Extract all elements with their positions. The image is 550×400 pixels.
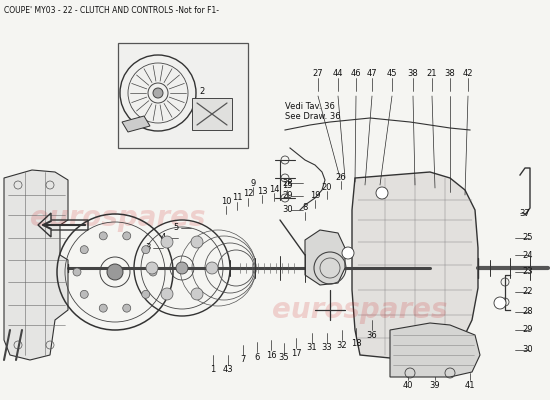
Circle shape: [142, 290, 150, 298]
Circle shape: [161, 288, 173, 300]
Text: 17: 17: [291, 348, 301, 358]
Text: 38: 38: [408, 68, 419, 78]
Text: 23: 23: [522, 268, 533, 276]
Text: 5: 5: [173, 224, 179, 232]
Circle shape: [494, 297, 506, 309]
Text: 4: 4: [161, 234, 166, 242]
Text: 22: 22: [522, 288, 533, 296]
Text: 18: 18: [351, 338, 361, 348]
Text: A: A: [498, 300, 502, 306]
Text: 16: 16: [266, 350, 276, 360]
Text: 2: 2: [199, 88, 205, 96]
Circle shape: [99, 232, 107, 240]
Text: 32: 32: [337, 340, 347, 350]
Circle shape: [99, 304, 107, 312]
Text: 29: 29: [283, 192, 293, 200]
Circle shape: [176, 262, 188, 274]
Circle shape: [142, 246, 150, 254]
Text: 13: 13: [257, 186, 267, 196]
Text: 20: 20: [322, 182, 332, 192]
Text: 47: 47: [367, 68, 377, 78]
Text: 27: 27: [313, 68, 323, 78]
Circle shape: [149, 268, 157, 276]
Text: B: B: [380, 190, 384, 196]
Polygon shape: [352, 172, 478, 358]
Text: 7: 7: [240, 356, 246, 364]
Text: 25: 25: [522, 234, 533, 242]
Text: 21: 21: [427, 68, 437, 78]
Text: 10: 10: [221, 198, 231, 206]
Text: 9: 9: [250, 178, 256, 188]
Text: 35: 35: [279, 354, 289, 362]
Polygon shape: [305, 230, 345, 285]
Text: 38: 38: [444, 68, 455, 78]
Text: 44: 44: [333, 68, 343, 78]
Text: 39: 39: [430, 380, 441, 390]
Bar: [192, 98, 232, 130]
Text: 41: 41: [465, 380, 475, 390]
Circle shape: [107, 264, 123, 280]
Text: 29: 29: [522, 326, 533, 334]
Text: 33: 33: [322, 344, 332, 352]
Text: eurospares: eurospares: [30, 204, 206, 232]
Text: COUPE' MY03 - 22 - CLUTCH AND CONTROLS -Not for F1-: COUPE' MY03 - 22 - CLUTCH AND CONTROLS -…: [4, 6, 219, 15]
Polygon shape: [122, 116, 150, 132]
Text: 28: 28: [282, 178, 293, 188]
Circle shape: [206, 262, 218, 274]
Text: 1: 1: [210, 366, 216, 374]
Text: Vedi Tav. 36
See Draw. 36: Vedi Tav. 36 See Draw. 36: [285, 102, 340, 121]
Circle shape: [123, 232, 131, 240]
Circle shape: [376, 187, 388, 199]
Bar: [118, 43, 248, 148]
Circle shape: [161, 236, 173, 248]
Text: 45: 45: [387, 68, 397, 78]
Circle shape: [342, 247, 354, 259]
Text: 30: 30: [282, 206, 293, 214]
Text: 6: 6: [254, 352, 260, 362]
Text: 36: 36: [367, 330, 377, 340]
Text: eurospares: eurospares: [272, 296, 448, 324]
Circle shape: [80, 246, 88, 254]
Text: 24: 24: [522, 250, 533, 260]
Text: 11: 11: [232, 194, 242, 202]
Text: 31: 31: [307, 344, 317, 352]
Text: 8: 8: [302, 204, 307, 212]
Text: 14: 14: [269, 184, 279, 194]
Circle shape: [146, 262, 158, 274]
Circle shape: [191, 236, 203, 248]
Circle shape: [123, 304, 131, 312]
Polygon shape: [4, 170, 68, 360]
Text: 3: 3: [145, 244, 151, 252]
Text: 46: 46: [351, 68, 361, 78]
Circle shape: [191, 288, 203, 300]
Text: 42: 42: [463, 68, 473, 78]
Text: 15: 15: [282, 182, 292, 190]
Text: A: A: [346, 250, 350, 256]
Text: 28: 28: [522, 308, 533, 316]
Circle shape: [153, 88, 163, 98]
Text: 30: 30: [522, 346, 533, 354]
Circle shape: [80, 290, 88, 298]
Polygon shape: [390, 323, 480, 377]
Text: 43: 43: [223, 366, 233, 374]
Text: 37: 37: [519, 208, 530, 218]
Text: 26: 26: [336, 172, 346, 182]
Text: 12: 12: [243, 190, 253, 198]
Text: 19: 19: [310, 192, 320, 200]
Circle shape: [73, 268, 81, 276]
Text: 40: 40: [403, 380, 413, 390]
